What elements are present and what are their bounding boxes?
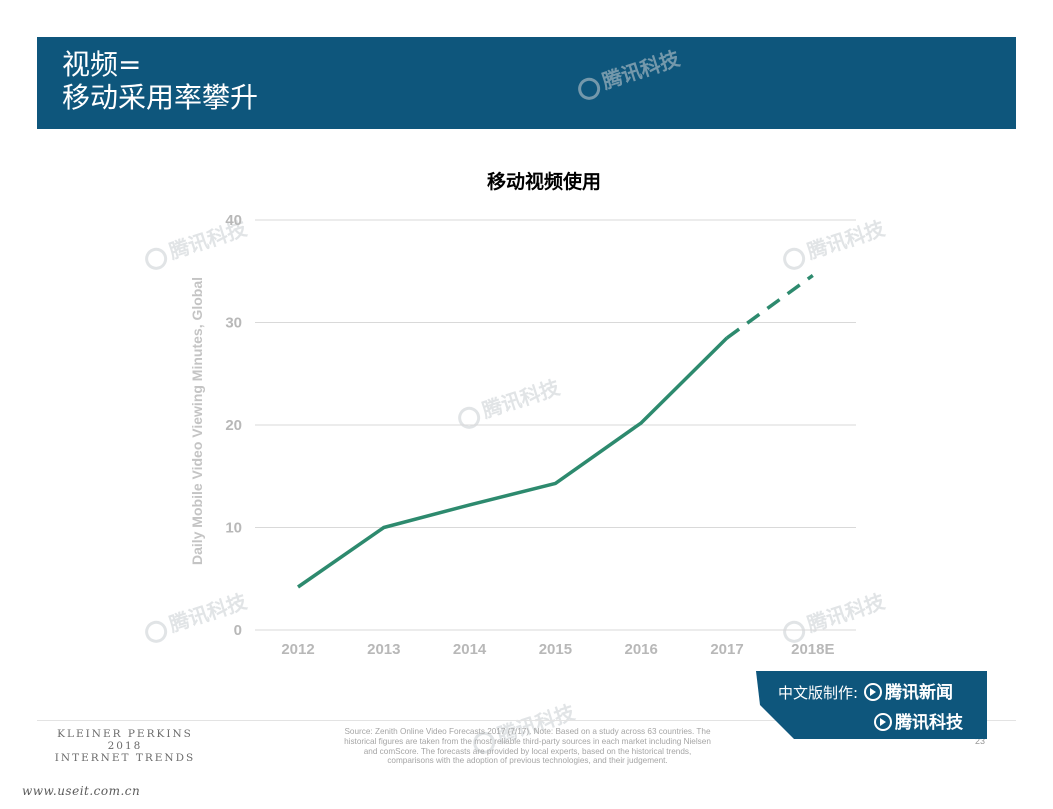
x-tick-label: 2018E	[791, 641, 834, 658]
series-line-actual	[297, 336, 729, 589]
chart-title: 移动视频使用	[487, 170, 601, 193]
y-tick-label: 10	[225, 520, 242, 537]
gridlines	[255, 219, 856, 631]
logo-line2: 2018	[107, 740, 143, 752]
series	[297, 273, 814, 589]
x-tick-label: 2015	[539, 641, 572, 658]
credit-badge-background	[756, 671, 987, 739]
tencent-news-logo-icon	[863, 683, 882, 701]
credit-line2: 腾讯科技	[874, 708, 963, 733]
y-axis-ticks: 0 10 20 30 40	[225, 212, 242, 639]
logo-line1: KLEINER PERKINS	[57, 728, 193, 740]
header-bar	[37, 37, 1016, 129]
page-title-line1: 视频=	[62, 48, 142, 81]
y-tick-label: 20	[225, 417, 242, 434]
credit-prefix: 中文版制作:	[778, 684, 859, 702]
series-line-forecast	[725, 273, 814, 340]
x-tick-label: 2017	[710, 641, 743, 658]
logo-line3: INTERNET TRENDS	[54, 752, 196, 764]
credit-line1: 中文版制作: 腾讯新闻	[778, 678, 953, 703]
credit-brand2: 腾讯科技	[895, 713, 963, 733]
page-number: 23	[975, 736, 986, 746]
x-tick-label: 2016	[625, 641, 658, 658]
y-tick-label: 0	[234, 622, 242, 639]
source-note: Source: Zenith Online Video Forecasts 20…	[344, 727, 711, 766]
credit-badge: 中文版制作: 腾讯新闻 腾讯科技	[756, 671, 987, 739]
x-tick-label: 2012	[281, 641, 314, 658]
tencent-tech-logo-icon	[874, 713, 892, 731]
page-title-line2: 移动采用率攀升	[62, 81, 259, 114]
y-tick-label: 40	[225, 212, 242, 229]
x-tick-label: 2014	[453, 641, 487, 658]
credit-brand1: 腾讯新闻	[884, 683, 953, 703]
site-url: www.useit.com.cn	[22, 784, 141, 798]
page-title: 视频= 移动采用率攀升	[62, 48, 258, 114]
y-tick-label: 30	[225, 315, 242, 332]
x-tick-label: 2013	[367, 641, 400, 658]
y-axis-label: Daily Mobile Video Viewing Minutes, Glob…	[189, 277, 205, 565]
x-axis-ticks: 2012 2013 2014 2015 2016 2017 2018E	[281, 641, 834, 658]
footer-divider	[37, 720, 1016, 721]
kleiner-perkins-logo: KLEINER PERKINS 2018 INTERNET TRENDS	[50, 728, 200, 764]
